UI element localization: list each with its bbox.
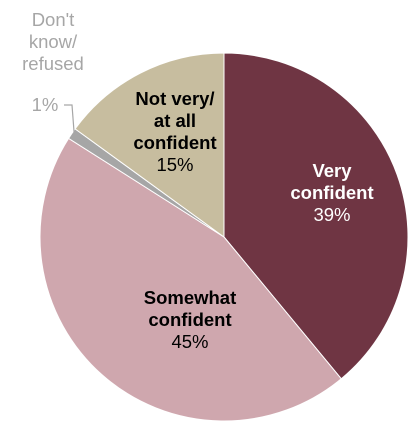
slice-value-label: 15%: [156, 154, 193, 175]
slice-name-label: Don't: [32, 9, 75, 30]
slice-name-label: confident: [148, 309, 231, 330]
slice-labels: Veryconfident39%Somewhatconfident45%Don'…: [22, 9, 373, 352]
slice-value-label: 39%: [313, 204, 350, 225]
slice-name-label: Not very/: [135, 88, 214, 109]
slice-name-label: refused: [22, 53, 84, 74]
pie-slice-2: [39, 137, 342, 422]
slice-value-label: 1%: [32, 94, 59, 115]
pie-slice-4: [74, 52, 225, 238]
pie-slice-1: [223, 52, 409, 380]
leader-line: [64, 104, 75, 136]
slice-name-label: at all: [154, 110, 196, 131]
slice-name-label: know/: [29, 31, 78, 52]
slice-name-label: confident: [133, 132, 216, 153]
slice-name-label: confident: [290, 182, 373, 203]
pie-slices: [39, 52, 409, 422]
slice-name-label: Somewhat: [144, 287, 237, 308]
slice-value-label: 45%: [171, 331, 208, 352]
slice-name-label: Very: [312, 160, 352, 181]
